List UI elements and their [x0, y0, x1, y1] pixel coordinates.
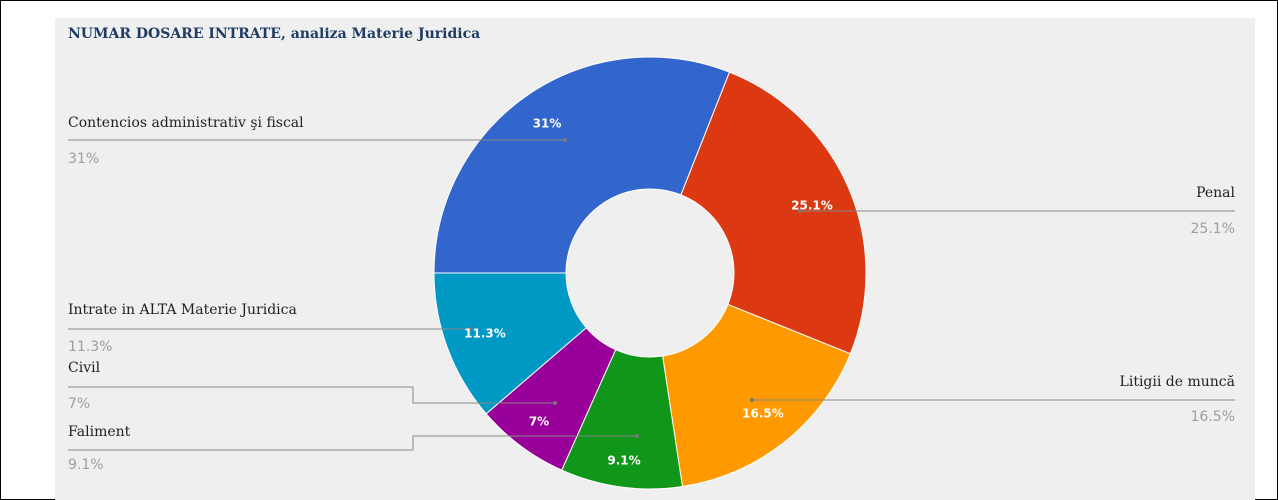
leader-dot — [563, 138, 567, 142]
leader-line — [68, 435, 637, 451]
legend-value: 25.1% — [1191, 221, 1235, 237]
leader-dot — [635, 434, 639, 438]
legend-value: 9.1% — [68, 457, 104, 473]
legend-label: Litigii de muncă — [1120, 374, 1235, 390]
slice-label: 25.1% — [791, 199, 833, 213]
slice-label: 7% — [529, 415, 549, 429]
legend-label: Intrate in ALTA Materie Juridica — [68, 302, 297, 318]
slice-label: 16.5% — [742, 407, 784, 421]
legend-value: 11.3% — [68, 339, 112, 355]
legend-label: Penal — [1196, 185, 1235, 201]
leader-dot — [553, 401, 557, 405]
legend-label: Civil — [68, 360, 101, 376]
legend-value: 31% — [68, 151, 99, 167]
leader-dot — [798, 209, 802, 213]
slice — [680, 71, 867, 355]
legend-label: Contencios administrativ şi fiscal — [68, 115, 304, 131]
leader-line — [68, 386, 555, 404]
legend-label: Faliment — [68, 424, 131, 440]
legend-value: 7% — [68, 396, 90, 412]
leader-dot — [750, 398, 754, 402]
slice-label: 31% — [533, 117, 562, 131]
legend-value: 16.5% — [1191, 409, 1235, 425]
slice-label: 9.1% — [607, 454, 640, 468]
slice-label: 11.3% — [464, 327, 506, 341]
slice — [433, 56, 731, 274]
slice — [433, 272, 588, 415]
chart-title: NUMAR DOSARE INTRATE, analiza Materie Ju… — [68, 26, 480, 42]
leader-dot — [468, 327, 472, 331]
slice — [662, 303, 851, 488]
